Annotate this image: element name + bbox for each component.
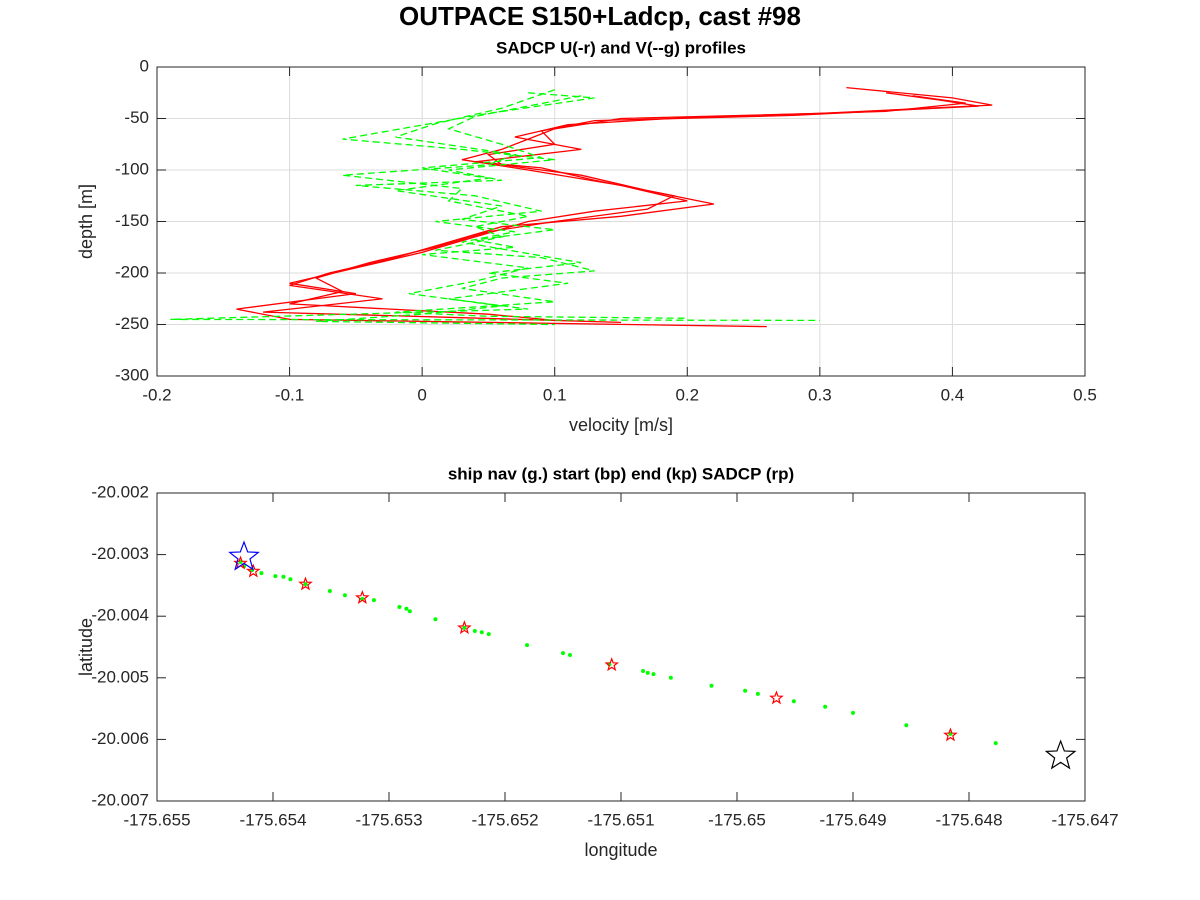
y-tick-label: -20.007: [91, 790, 149, 809]
nav-dot: [404, 606, 409, 611]
nav-dot: [479, 630, 484, 635]
y-axis-label: latitude: [76, 618, 96, 676]
star-marker: [245, 563, 261, 578]
axes-box: [156, 66, 1086, 377]
y-tick-label: 0: [140, 56, 149, 75]
y-tick-label: -20.006: [91, 729, 149, 748]
x-tick-label: -175.652: [471, 810, 538, 829]
x-tick-label: -0.2: [142, 385, 171, 404]
nav-dot: [273, 574, 278, 579]
y-tick-label: -20.002: [91, 482, 149, 501]
y-tick-label: -250: [115, 314, 149, 333]
x-tick-label: 0.2: [675, 385, 699, 404]
nav-dot: [993, 741, 998, 746]
star-marker: [298, 576, 313, 591]
nav-dot: [407, 609, 412, 614]
star-marker: [943, 727, 958, 742]
y-tick-label: -200: [115, 262, 149, 281]
nav-dot: [743, 688, 748, 693]
y-axis-label: depth [m]: [76, 184, 96, 259]
x-tick-label: 0.1: [543, 385, 567, 404]
profile-line: [289, 95, 966, 322]
x-tick-label: -175.655: [123, 810, 190, 829]
star-marker: [457, 620, 472, 635]
star-marker: [604, 657, 620, 672]
nav-dot: [561, 651, 565, 656]
nav-dot: [823, 704, 828, 709]
nav-dot: [327, 588, 332, 593]
nav-dot: [525, 643, 530, 648]
x-tick-label: -175.653: [355, 810, 422, 829]
nav-dot: [397, 604, 402, 609]
y-tick-label: -20.003: [91, 544, 149, 563]
nav-dot: [360, 596, 365, 601]
profile-line: [263, 92, 979, 324]
nav-dot: [645, 670, 650, 675]
y-tick-label: -20.004: [91, 606, 149, 625]
nav-dot: [641, 669, 646, 674]
x-tick-label: 0.3: [808, 385, 832, 404]
nav-dot: [904, 723, 909, 728]
x-axis-label: longitude: [584, 840, 657, 860]
nav-dot: [709, 683, 714, 688]
x-tick-label: -0.1: [275, 385, 304, 404]
x-tick-label: -175.654: [239, 810, 306, 829]
x-tick-label: -175.647: [1051, 810, 1118, 829]
nav-dot: [288, 577, 293, 582]
nav-dot: [303, 582, 308, 587]
nav-dot: [851, 710, 855, 715]
axes-box: [156, 492, 1086, 802]
nav-dot: [651, 672, 656, 677]
nav-dot: [433, 617, 438, 622]
nav-dot: [668, 675, 673, 680]
x-axis-label: velocity [m/s]: [569, 415, 673, 435]
y-tick-label: -100: [115, 159, 149, 178]
nav-dot: [791, 699, 796, 704]
nav-dot: [281, 574, 286, 579]
y-tick-label: -20.005: [91, 667, 149, 686]
x-tick-label: 0.4: [941, 385, 965, 404]
nav-dot: [755, 691, 760, 696]
star-marker: [354, 590, 370, 604]
star-marker: [228, 540, 260, 571]
x-tick-label: -175.648: [935, 810, 1002, 829]
x-tick-label: 0: [417, 385, 426, 404]
nav-dot: [342, 593, 347, 598]
y-tick-label: -300: [115, 365, 149, 384]
x-tick-label: -175.65: [708, 810, 766, 829]
profile-line: [342, 89, 688, 319]
y-tick-label: -150: [115, 211, 149, 230]
nav-dot: [259, 571, 264, 576]
nav-dot: [472, 628, 477, 633]
star-marker: [1044, 739, 1077, 770]
figure-title: OUTPACE S150+Ladcp, cast #98: [399, 1, 801, 31]
nav-dot: [567, 653, 572, 658]
x-tick-label: -175.649: [819, 810, 886, 829]
y-tick-label: -50: [124, 108, 149, 127]
x-tick-label: 0.5: [1073, 385, 1097, 404]
star-marker: [769, 690, 784, 705]
nav-dot: [462, 625, 467, 630]
chart-title: ship nav (g.) start (bp) end (kp) SADCP …: [448, 464, 794, 483]
x-tick-label: -175.651: [587, 810, 654, 829]
profile-line: [170, 92, 820, 322]
nav-dot: [371, 598, 376, 603]
nav-dot: [486, 632, 491, 637]
chart-title: SADCP U(-r) and V(--g) profiles: [496, 38, 746, 57]
